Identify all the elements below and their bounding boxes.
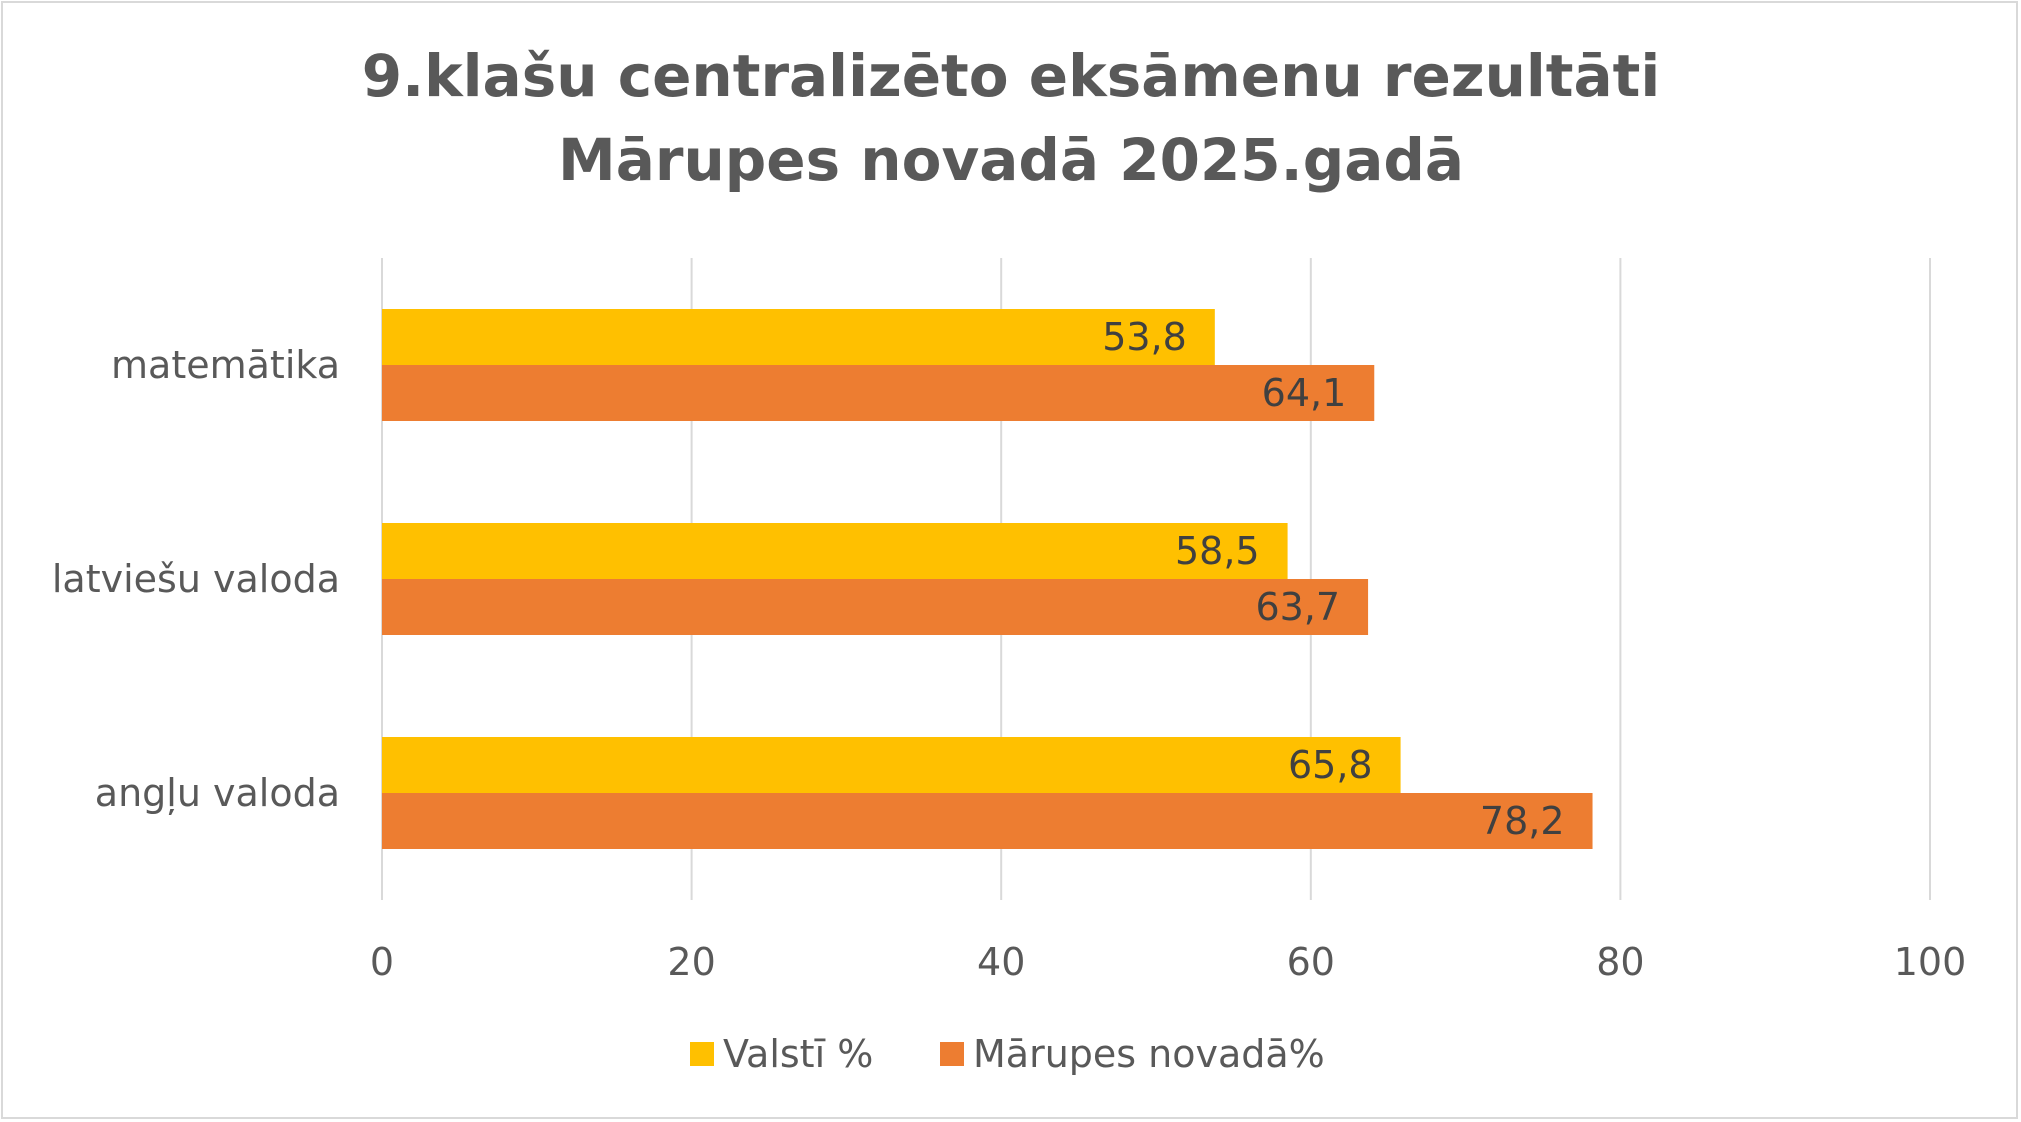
bar-valsti	[382, 737, 1401, 793]
data-label: 78,2	[1480, 799, 1565, 843]
category-label: latviešu valoda	[52, 557, 340, 601]
bar-marupes	[382, 793, 1593, 849]
category-label: matemātika	[111, 343, 340, 387]
bars: 53,8 64,1 58,5 63,7 65,8 78,2	[382, 309, 1593, 849]
legend-label: Mārupes novadā%	[973, 1032, 1325, 1076]
legend-swatch	[940, 1042, 964, 1066]
bar-valsti	[382, 309, 1215, 365]
data-label: 63,7	[1255, 585, 1340, 629]
category-axis: matemātika latviešu valoda angļu valoda	[52, 343, 340, 815]
legend-swatch	[690, 1042, 714, 1066]
chart-title-line-1: 9.klašu centralizēto eksāmenu rezultāti	[362, 42, 1661, 110]
data-label: 64,1	[1262, 371, 1347, 415]
data-label: 65,8	[1288, 743, 1373, 787]
x-tick-label: 100	[1894, 940, 1967, 984]
x-tick-label: 20	[667, 940, 715, 984]
data-label: 53,8	[1102, 315, 1187, 359]
x-tick-label: 80	[1596, 940, 1644, 984]
data-label: 58,5	[1175, 529, 1260, 573]
legend: Valstī % Mārupes novadā%	[690, 1032, 1325, 1076]
bar-marupes	[382, 579, 1369, 635]
category-label: angļu valoda	[95, 771, 340, 815]
bar-valsti	[382, 523, 1288, 579]
chart-title: 9.klašu centralizēto eksāmenu rezultāti …	[362, 42, 1661, 194]
x-tick-label: 0	[370, 940, 394, 984]
x-tick-label: 40	[977, 940, 1025, 984]
bar-marupes	[382, 365, 1375, 421]
value-axis: 0 20 40 60 80 100	[370, 940, 1966, 984]
legend-label: Valstī %	[723, 1032, 873, 1076]
chart-title-line-2: Mārupes novadā 2025.gadā	[558, 126, 1464, 194]
x-tick-label: 60	[1287, 940, 1335, 984]
